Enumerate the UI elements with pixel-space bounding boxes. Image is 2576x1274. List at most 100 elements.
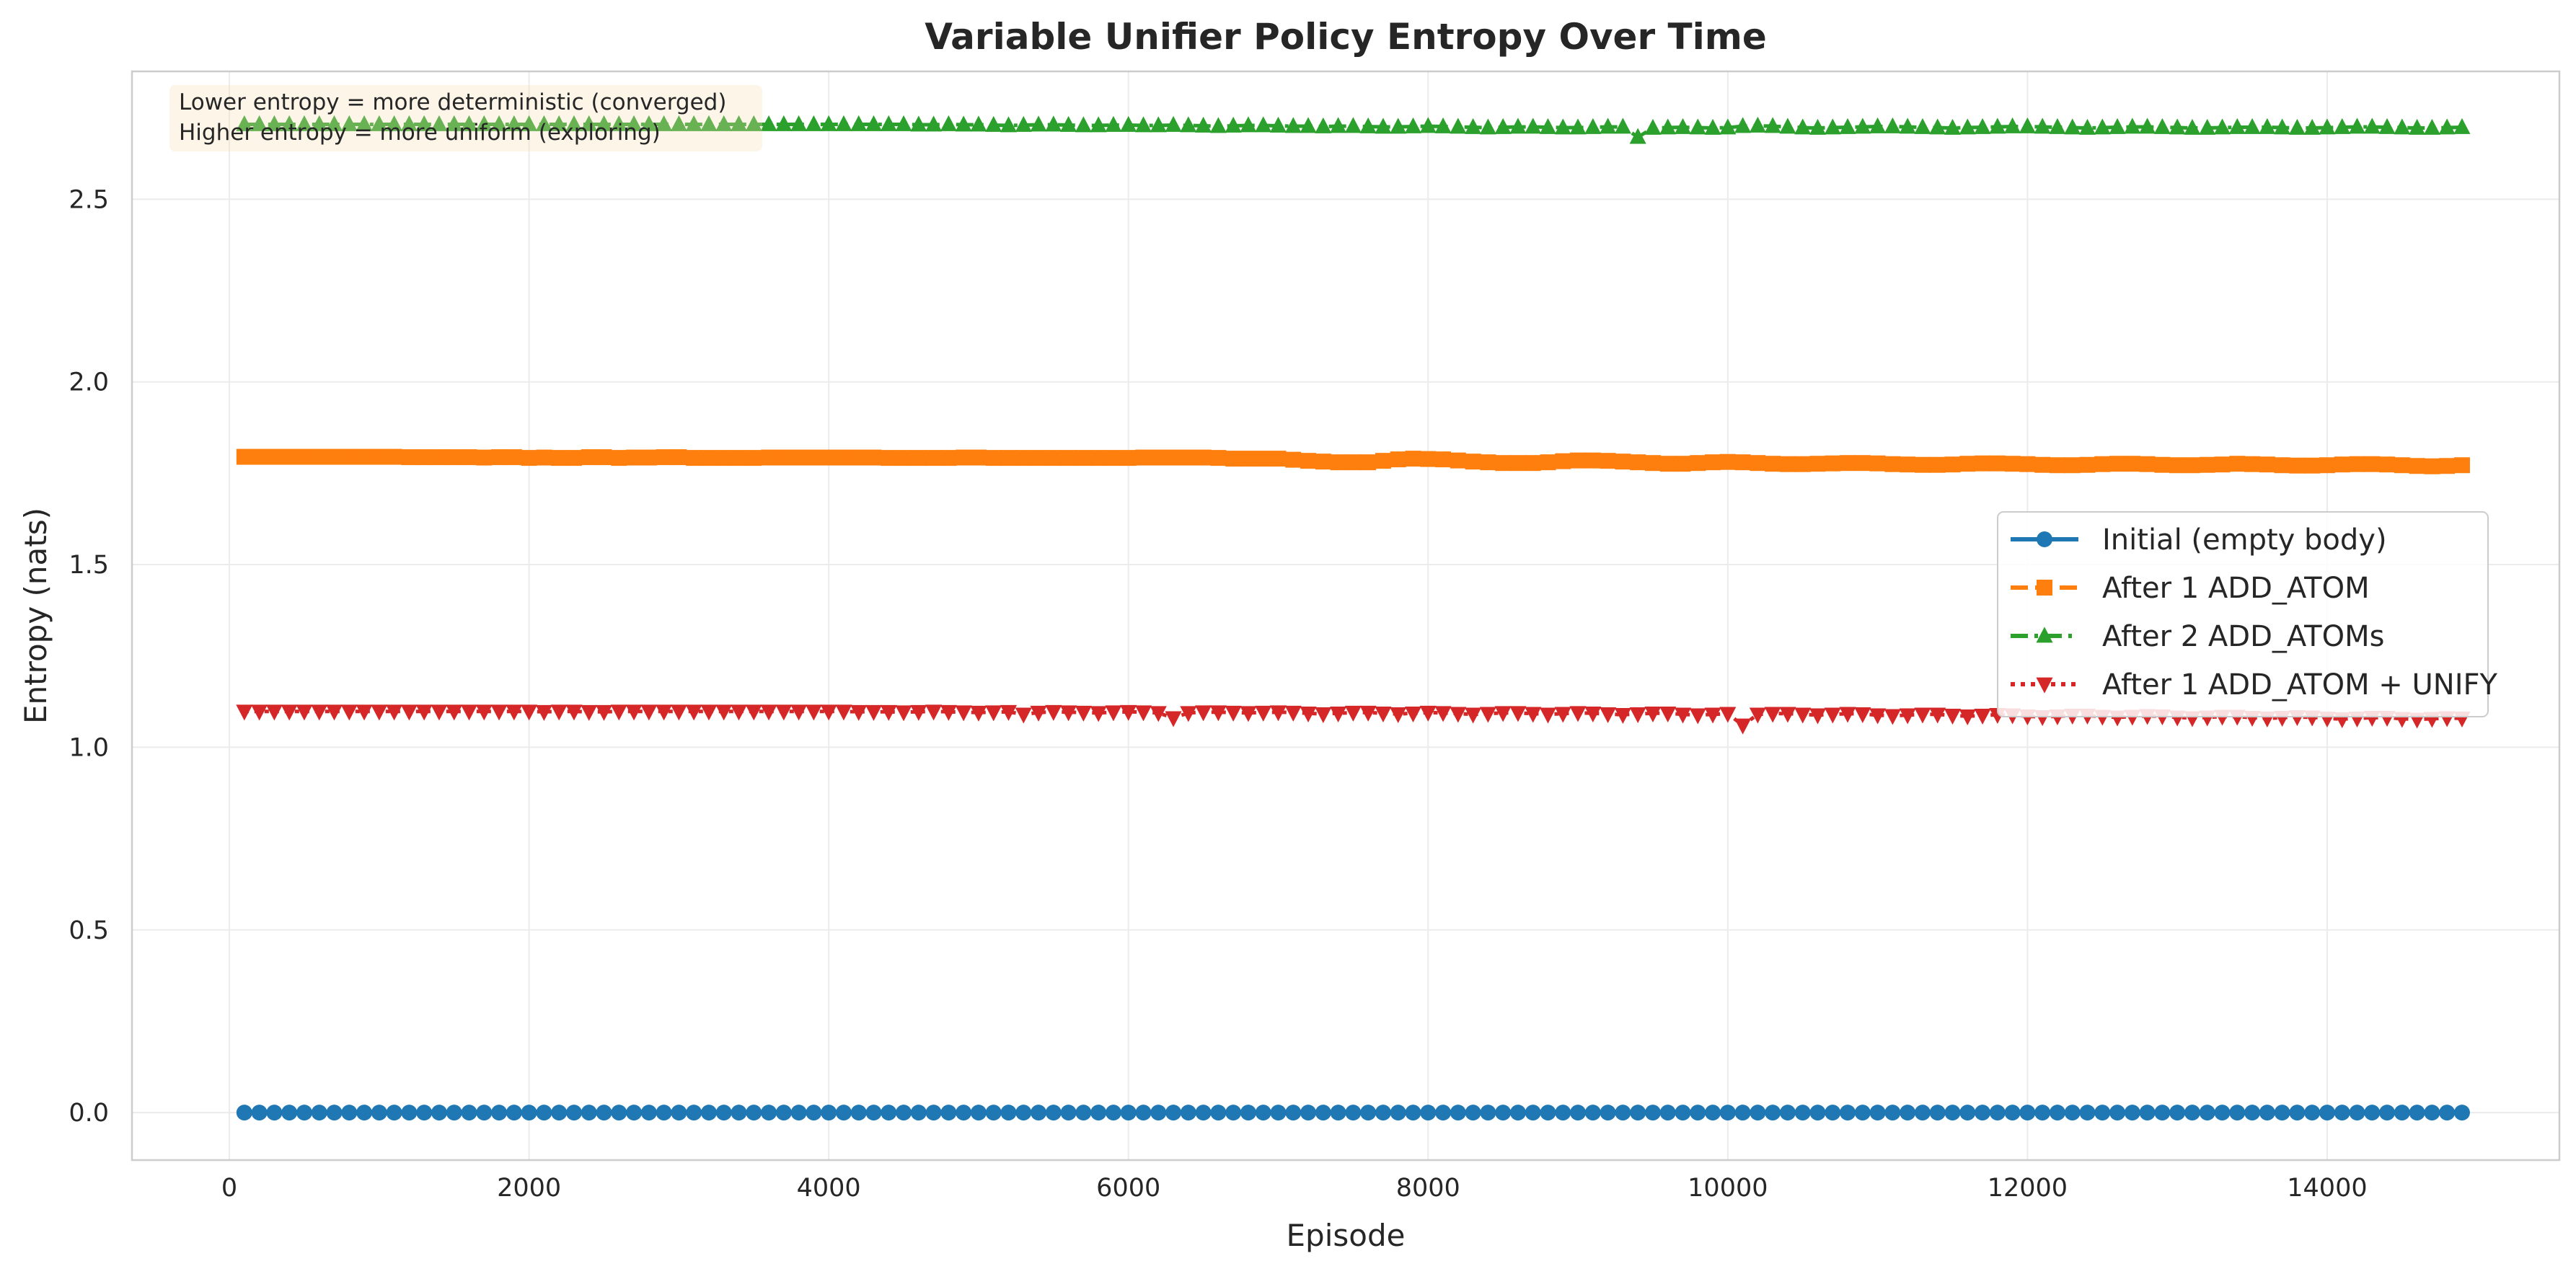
- data-point: [1674, 707, 1692, 724]
- data-point: [880, 704, 897, 721]
- data-point: [2304, 457, 2321, 474]
- data-point: [1075, 116, 1092, 133]
- data-point: [1540, 1105, 1556, 1121]
- data-point: [2244, 1105, 2261, 1121]
- data-point: [835, 704, 852, 721]
- data-point: [356, 1105, 373, 1121]
- data-point: [325, 115, 343, 131]
- data-point: [686, 450, 702, 466]
- legend-item: After 1 ADD_ATOM: [2011, 572, 2370, 605]
- data-point: [1900, 456, 1916, 473]
- data-point: [1630, 1105, 1646, 1121]
- data-point: [1809, 456, 1826, 472]
- data-point: [1794, 1105, 1811, 1121]
- data-point: [596, 449, 612, 466]
- data-point: [1689, 708, 1706, 725]
- data-point: [386, 1105, 402, 1121]
- data-point: [1719, 1105, 1736, 1121]
- data-point: [985, 115, 1002, 132]
- data-point: [1704, 707, 1721, 724]
- data-point: [1674, 118, 1692, 134]
- x-axis-label: Episode: [1287, 1218, 1406, 1253]
- data-point: [1884, 456, 1901, 472]
- data-point: [1315, 707, 1332, 723]
- data-point: [1554, 118, 1571, 135]
- data-point: [236, 1105, 252, 1121]
- data-point: [835, 115, 852, 131]
- data-point: [2034, 118, 2051, 134]
- data-point: [371, 704, 388, 721]
- data-point: [956, 449, 972, 466]
- data-point: [1465, 118, 1482, 134]
- data-point: [2259, 118, 2276, 134]
- data-point: [1360, 454, 1377, 471]
- data-point: [1000, 450, 1017, 466]
- data-point: [1330, 1105, 1346, 1121]
- data-point: [1105, 1105, 1121, 1121]
- data-point: [1255, 116, 1272, 133]
- data-point: [1344, 705, 1362, 722]
- data-point: [1509, 455, 1526, 472]
- data-point: [236, 115, 253, 131]
- data-point: [1839, 118, 1856, 134]
- data-point: [1465, 707, 1482, 724]
- data-point: [521, 704, 538, 721]
- data-point: [1914, 118, 1931, 134]
- data-point: [1405, 1105, 1421, 1121]
- data-point: [1824, 118, 1841, 135]
- data-point: [640, 115, 658, 131]
- data-point: [1225, 116, 1242, 133]
- y-axis-label: Entropy (nats): [18, 508, 53, 724]
- data-point: [1090, 1105, 1107, 1121]
- data-point: [1045, 704, 1062, 721]
- data-point: [1509, 1105, 1526, 1121]
- data-point: [1000, 704, 1018, 721]
- data-point: [2439, 458, 2456, 474]
- data-point: [1000, 116, 1018, 133]
- data-point: [700, 704, 718, 721]
- data-point: [970, 1105, 987, 1121]
- data-point: [850, 449, 867, 466]
- data-point: [1210, 450, 1227, 466]
- data-point: [1629, 707, 1646, 723]
- data-point: [490, 115, 508, 131]
- data-point: [2109, 118, 2126, 134]
- data-point: [1465, 454, 1481, 470]
- data-point: [1644, 118, 1662, 135]
- data-point: [1750, 1105, 1766, 1121]
- data-point: [1479, 118, 1496, 135]
- legend-label: After 1 ADD_ATOM: [2102, 572, 2370, 605]
- data-point: [341, 1105, 358, 1121]
- data-point: [805, 704, 822, 721]
- data-point: [970, 115, 987, 132]
- data-point: [2094, 456, 2111, 472]
- data-point: [1749, 116, 1766, 133]
- data-point: [2019, 1105, 2036, 1121]
- data-point: [2228, 118, 2246, 134]
- data-point: [2394, 457, 2410, 474]
- data-point: [1405, 451, 1421, 467]
- data-point: [775, 704, 793, 721]
- data-point: [1225, 1105, 1242, 1121]
- data-point: [1075, 705, 1092, 722]
- data-point: [296, 1105, 312, 1121]
- data-point: [1120, 1105, 1137, 1121]
- data-point: [1045, 115, 1062, 132]
- data-point: [535, 704, 552, 721]
- data-point: [1600, 453, 1616, 469]
- data-point: [2424, 1105, 2440, 1121]
- data-point: [910, 1105, 927, 1121]
- data-point: [1150, 706, 1167, 722]
- y-tick-label: 0.5: [69, 916, 109, 945]
- y-tick-label: 0.0: [69, 1099, 109, 1128]
- data-point: [551, 450, 568, 466]
- data-point: [895, 115, 912, 131]
- data-point: [2409, 458, 2425, 474]
- legend-item: After 1 ADD_ATOM + UNIFY: [2011, 668, 2498, 702]
- data-point: [1675, 456, 1691, 472]
- data-point: [1600, 707, 1617, 723]
- data-point: [1210, 1105, 1227, 1121]
- data-point: [1929, 456, 1946, 473]
- data-point: [2049, 457, 2065, 474]
- data-point: [1959, 118, 1976, 135]
